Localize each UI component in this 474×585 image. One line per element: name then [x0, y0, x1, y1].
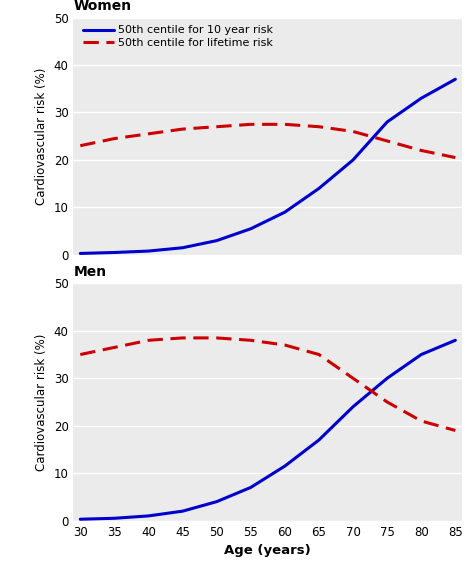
Y-axis label: Cardiovascular risk (%): Cardiovascular risk (%)	[35, 67, 48, 205]
Y-axis label: Cardiovascular risk (%): Cardiovascular risk (%)	[35, 333, 48, 471]
Text: Men: Men	[73, 264, 107, 278]
Text: Women: Women	[73, 0, 132, 13]
Legend: 50th centile for 10 year risk, 50th centile for lifetime risk: 50th centile for 10 year risk, 50th cent…	[83, 26, 273, 48]
X-axis label: Age (years): Age (years)	[224, 544, 311, 557]
